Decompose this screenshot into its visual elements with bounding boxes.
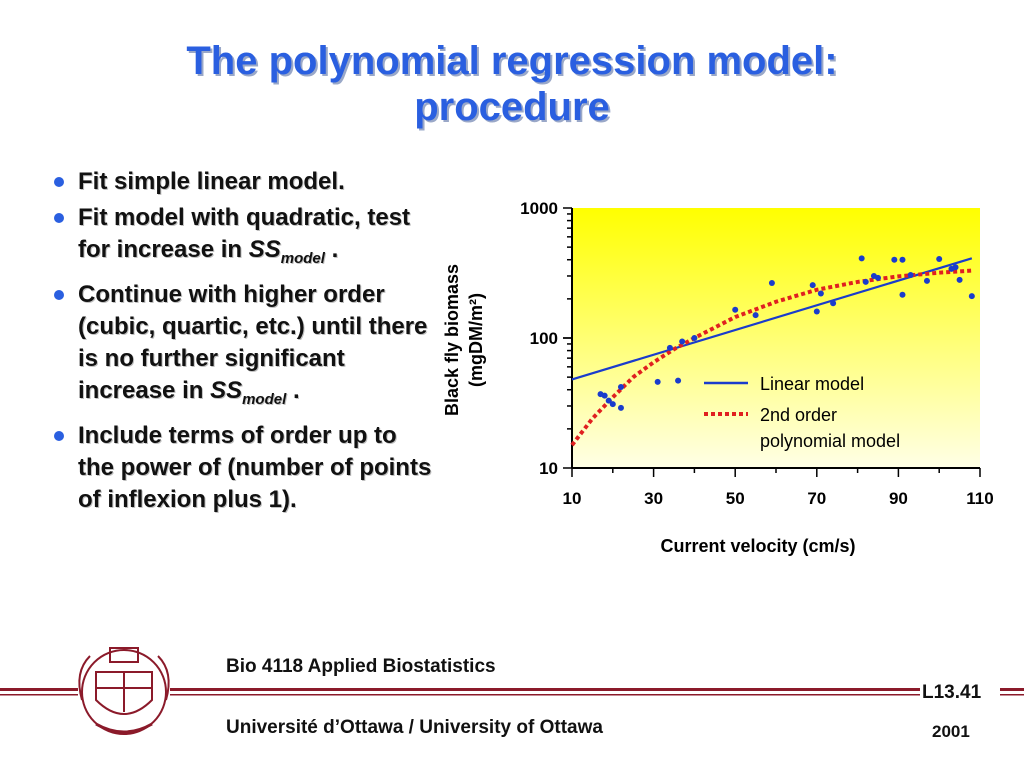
linear-model-line — [571, 257, 973, 381]
data-point — [654, 378, 661, 385]
x-tick-label: 10 — [563, 489, 582, 508]
footer-university: Université d’Ottawa / University of Otta… — [226, 717, 603, 738]
ss-symbol: SS — [248, 236, 281, 263]
data-point — [605, 397, 612, 404]
data-point — [691, 335, 698, 341]
x-tick-label: 90 — [889, 489, 908, 508]
footer-year: 2001 — [932, 722, 970, 741]
data-point — [817, 290, 824, 297]
data-point — [732, 306, 739, 313]
bullet-text: Fit simple linear model. — [78, 168, 345, 195]
x-tick-label: 70 — [807, 489, 826, 508]
bullet-text: Include terms of order up to the power o… — [78, 421, 432, 513]
chart-marks — [570, 255, 975, 447]
data-point — [891, 256, 898, 263]
bullet-text-end: . — [286, 376, 300, 404]
y-axis-label-units: (mgDM/m²) — [466, 293, 486, 387]
slide-title: The polynomial regression model: procedu… — [0, 38, 1024, 130]
data-point — [907, 272, 914, 279]
data-point — [862, 278, 869, 285]
chart-legend: Linear model 2nd order polynomial model — [704, 374, 900, 451]
legend-linear-label: Linear model — [760, 374, 864, 394]
chart-axes — [563, 207, 981, 477]
data-point — [952, 264, 959, 271]
data-point — [956, 276, 963, 283]
data-point — [875, 274, 881, 281]
legend-polynomial-label-1: 2nd order — [760, 405, 837, 425]
x-axis-label: Current velocity (cm/s) — [660, 536, 855, 556]
bullet-item: Include terms of order up to the power o… — [52, 420, 432, 516]
title-line-1: The polynomial regression model: — [186, 39, 838, 83]
bullet-dot-icon — [54, 430, 64, 441]
data-point — [968, 293, 975, 300]
data-point — [601, 392, 608, 399]
plot-background — [572, 208, 980, 468]
x-tick-label: 30 — [644, 489, 663, 508]
bullet-item: Continue with higher order (cubic, quart… — [52, 279, 432, 416]
x-tick-label: 50 — [726, 489, 745, 508]
bullet-text: Continue with higher order (cubic, quart… — [78, 280, 428, 404]
data-point — [679, 338, 686, 345]
data-point — [768, 279, 775, 286]
footer-lecture-number: L13.41 — [922, 682, 982, 703]
ss-symbol: SS — [210, 376, 243, 404]
y-tick-label: 100 — [530, 329, 558, 348]
data-point — [830, 300, 837, 307]
bullet-text-end: . — [324, 236, 339, 263]
data-point — [809, 282, 816, 289]
data-point — [899, 256, 906, 263]
data-point — [617, 383, 624, 390]
data-point — [617, 404, 624, 411]
legend-polynomial-label-2: polynomial model — [760, 431, 900, 451]
bullet-item: Fit simple linear model. — [52, 166, 432, 198]
bullet-dot-icon — [54, 289, 64, 300]
data-point — [675, 377, 682, 384]
bullet-text: Fit model with quadratic, test for incre… — [78, 204, 411, 263]
ss-subscript: model — [280, 249, 325, 267]
y-axis-label: Black fly biomass — [442, 264, 462, 416]
data-point — [899, 291, 906, 298]
ss-subscript: model — [242, 390, 287, 408]
polynomial-model-curve — [570, 268, 972, 447]
data-point — [936, 256, 943, 263]
data-point — [752, 312, 759, 319]
y-tick-label: 10 — [539, 459, 558, 478]
bullet-dot-icon — [54, 213, 64, 223]
footer-course: Bio 4118 Applied Biostatistics — [226, 656, 496, 677]
data-point — [609, 401, 616, 408]
data-point — [666, 344, 673, 351]
chart-labels: 10 30 50 70 90 110 1000 100 10 Current velocity (… — [442, 199, 994, 556]
bullet-list: Fit simple linear model. Fit model with … — [52, 166, 432, 520]
bullet-item: Fit model with quadratic, test for incre… — [52, 202, 432, 275]
title-line-2: procedure — [414, 85, 610, 129]
y-tick-label: 1000 — [520, 199, 558, 218]
x-tick-label: 110 — [966, 489, 993, 508]
data-point — [923, 277, 930, 284]
bullet-dot-icon — [54, 177, 64, 187]
data-point — [858, 255, 865, 262]
data-point — [813, 308, 820, 315]
